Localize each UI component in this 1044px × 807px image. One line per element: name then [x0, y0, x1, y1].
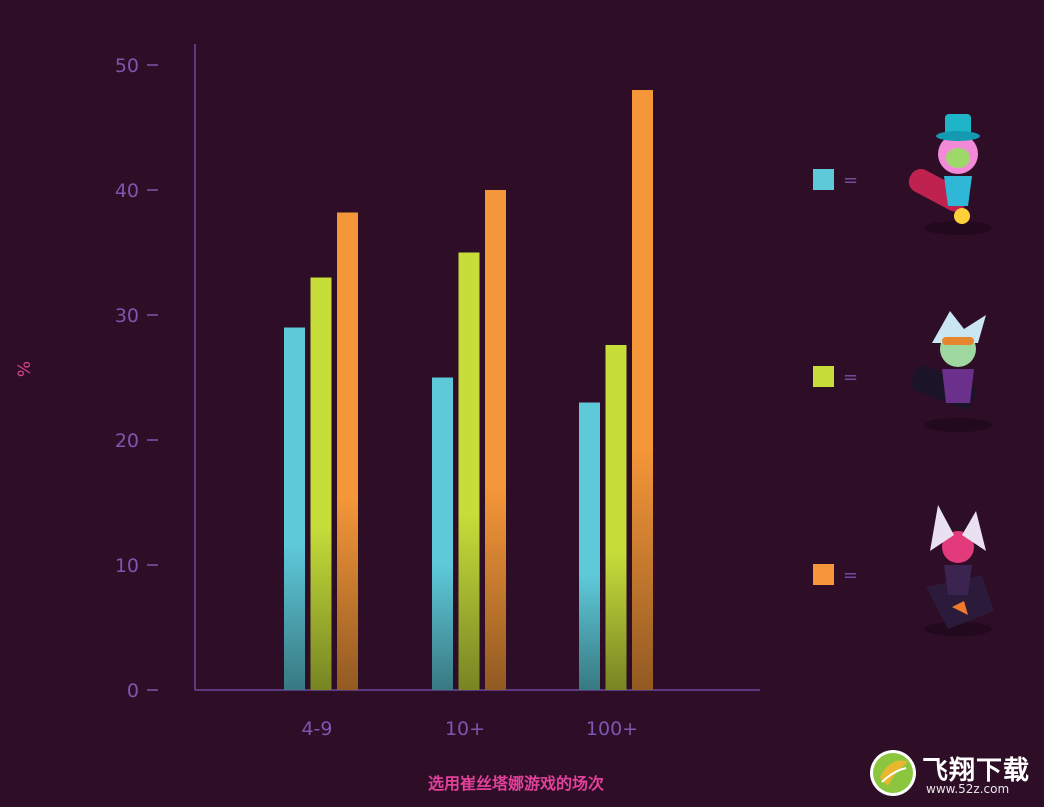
bar-10plus-series-1: [432, 377, 453, 690]
y-tick-label: 10: [115, 555, 139, 577]
legend-swatch-3: [813, 564, 834, 585]
y-tick-label: 0: [127, 680, 139, 702]
tristana-demon-skin-icon: [924, 505, 994, 636]
y-tick-label: 20: [115, 430, 139, 452]
y-tick-label: 40: [115, 180, 139, 202]
legend-swatch-2: [813, 366, 834, 387]
y-tick-label: 50: [115, 55, 139, 77]
bar-4-9-series-3: [337, 212, 358, 690]
watermark-url: www.52z.com: [926, 782, 1010, 796]
bar-4-9-series-1: [284, 327, 305, 690]
legend-equals: =: [843, 170, 858, 191]
bar-10plus-series-3: [485, 190, 506, 690]
bar-100plus-series-1: [579, 402, 600, 690]
leaf-globe-icon: [870, 750, 916, 796]
bar-10plus-series-2: [458, 252, 480, 690]
tristana-candy-skin-icon: [908, 114, 992, 235]
x-category-label: 4-9: [301, 718, 332, 740]
x-category-label: 10+: [445, 718, 485, 740]
bar-100plus-series-3: [632, 90, 653, 690]
legend-equals: =: [843, 565, 858, 586]
tristana-rocket-girl-skin-icon: [911, 311, 992, 432]
legend-equals: =: [843, 367, 858, 388]
y-axis-label: %: [15, 361, 35, 377]
watermark-logo-text: 飞翔下载: [922, 756, 1031, 786]
bar-100plus-series-2: [605, 345, 627, 690]
y-tick-label: 30: [115, 305, 139, 327]
x-category-label: 100+: [586, 718, 638, 740]
site-watermark: 飞翔下载 www.52z.com: [868, 748, 1038, 798]
x-axis-label: 选用崔丝塔娜游戏的场次: [428, 774, 604, 793]
bar-4-9-series-2: [310, 277, 332, 690]
legend-swatch-1: [813, 169, 834, 190]
